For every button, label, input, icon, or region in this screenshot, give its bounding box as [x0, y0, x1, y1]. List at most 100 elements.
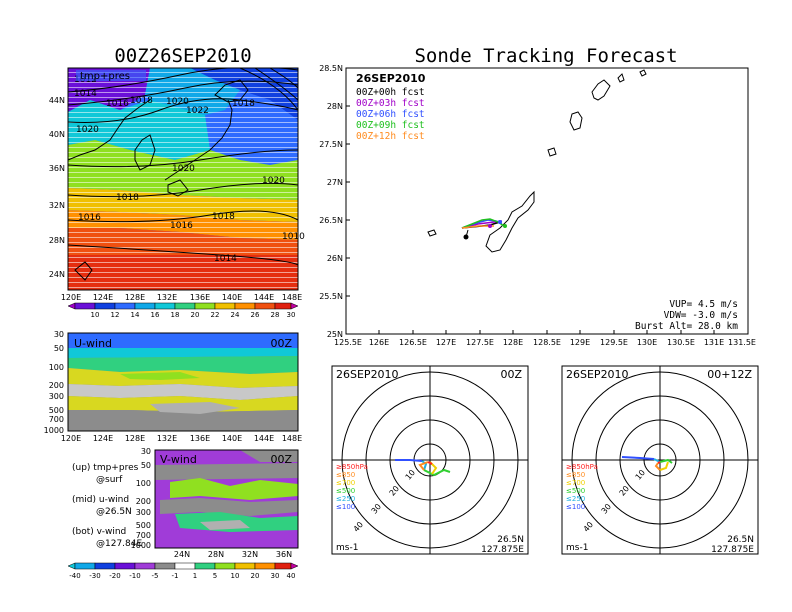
- lat-tick: 40N: [49, 130, 65, 139]
- pressure-tick: 500: [49, 406, 64, 415]
- lat-tick: 36N: [49, 164, 65, 173]
- hodo-lat: 26.5N: [497, 535, 524, 545]
- note-sub: @26.5N: [96, 507, 132, 517]
- isobar-label: 1020: [166, 97, 189, 107]
- colorbar-label: 22: [211, 311, 220, 319]
- hodo-lon: 127.875E: [711, 545, 754, 555]
- pressure-tick: 200: [49, 381, 64, 390]
- note-title: (mid) u-wind: [72, 495, 129, 505]
- lon-tick: 148E: [282, 293, 302, 302]
- lon-tick: 128.5E: [533, 338, 561, 347]
- lat-tick: 32N: [49, 201, 65, 210]
- pressure-legend-item: ≤850: [566, 471, 585, 479]
- forecast-label-09h: 00Z+09h fcst: [356, 120, 425, 131]
- colorbar-label: 18: [171, 311, 180, 319]
- lat-tick: 44N: [49, 96, 65, 105]
- pressure-tick: 100: [136, 479, 151, 488]
- forecast-label-12h: 00Z+12h fcst: [356, 131, 425, 142]
- lon-tick: 140E: [222, 434, 242, 443]
- pressure-tick: 100: [49, 363, 64, 372]
- wind-colorbar: -40 -30 -20 -10 -5 -1 1 5 10 20 30 40: [67, 562, 299, 580]
- lon-tick: 128E: [503, 338, 523, 347]
- pressure-tick: 1000: [131, 541, 151, 550]
- hodo-date: 26SEP2010: [566, 368, 629, 381]
- u-wind-label: U-wind: [74, 337, 112, 350]
- hodograph-00-12z: 26SEP2010 00+12Z 10 20 30 40 ≥850hPa ≤85…: [561, 365, 759, 555]
- lon-tick: 129.5E: [600, 338, 628, 347]
- lon-tick: 124E: [93, 293, 113, 302]
- note-title: (bot) v-wind: [72, 527, 126, 537]
- hodograph-00z: 26SEP2010 00Z 10 20 30 40 ≥850hPa ≤850 ≤…: [331, 365, 529, 555]
- isobar-label: 1018: [232, 99, 255, 109]
- forecast-label-03h: 00Z+03h fcst: [356, 98, 425, 109]
- pressure-tick: 700: [49, 415, 64, 424]
- pressure-legend-item: ≤500: [336, 487, 355, 495]
- forecast-label-06h: 00Z+06h fcst: [356, 109, 425, 120]
- colorbar-label: 1: [193, 572, 197, 580]
- colorbar-label: 40: [287, 572, 296, 580]
- colorbar-label: 24: [231, 311, 240, 319]
- vup-value: VUP= 4.5 m/s: [669, 299, 738, 310]
- lat-tick: 24N: [49, 270, 65, 279]
- lat-tick: 24N: [174, 550, 190, 559]
- isobar-label: 1016: [170, 221, 193, 231]
- pressure-legend-item: ≥850hPa: [336, 463, 368, 471]
- pressure-tick: 200: [136, 497, 151, 506]
- v-wind-panel: V-wind 00Z 30 50 100 200 300 500 700 100…: [131, 447, 299, 559]
- isobar-label: 1018: [116, 193, 139, 203]
- lon-tick: 128E: [125, 293, 145, 302]
- lon-tick: 148E: [282, 434, 302, 443]
- lat-tick: 28.5N: [319, 64, 343, 73]
- lon-tick: 144E: [254, 434, 274, 443]
- pressure-tick: 500: [136, 521, 151, 530]
- pressure-tick: 700: [136, 531, 151, 540]
- pressure-legend-item: ≤250: [566, 495, 585, 503]
- v-wind-time: 00Z: [270, 453, 292, 466]
- lat-tick: 28N: [49, 236, 65, 245]
- pressure-legend-item: ≤700: [336, 479, 355, 487]
- colorbar-label: 20: [191, 311, 200, 319]
- lon-tick: 127.5E: [466, 338, 494, 347]
- colorbar-label: -40: [69, 572, 80, 580]
- isobar-label: 1010: [282, 232, 305, 242]
- pressure-tick: 50: [54, 344, 64, 353]
- colorbar-label: 20: [251, 572, 260, 580]
- isobar-label: 1016: [78, 213, 101, 223]
- lon-tick: 132E: [157, 293, 177, 302]
- lat-tick: 28N: [327, 102, 343, 111]
- temperature-colorbar: 10 12 14 16 18 20 22 24 26 28 30: [67, 302, 299, 319]
- lon-tick: 127E: [436, 338, 456, 347]
- hodo-units: ms-1: [336, 543, 358, 553]
- lon-tick: 136E: [190, 293, 210, 302]
- pressure-legend-item: ≤500: [566, 487, 585, 495]
- isobar-label: 1016: [106, 99, 129, 109]
- pressure-tick: 50: [141, 461, 151, 470]
- colorbar-label: 30: [287, 311, 296, 319]
- isobar-label: 1014: [74, 89, 97, 99]
- lon-tick: 129E: [570, 338, 590, 347]
- isobar-label: 1014: [214, 254, 237, 264]
- isobar-label: 1020: [172, 164, 195, 174]
- u-wind-panel: U-wind 00Z 30 50 100 200 300 500 700 100…: [44, 330, 303, 443]
- colorbar-label: 16: [151, 311, 160, 319]
- lon-tick: 130.5E: [667, 338, 695, 347]
- pressure-legend-item: ≤250: [336, 495, 355, 503]
- vdw-value: VDW= -3.0 m/s: [664, 310, 738, 321]
- lat-tick: 27N: [327, 178, 343, 187]
- lon-tick: 120E: [61, 434, 81, 443]
- pressure-legend-item: ≤100: [566, 503, 585, 511]
- colorbar-label: -30: [89, 572, 100, 580]
- left-title: 00Z26SEP2010: [114, 45, 251, 67]
- lat-tick: 28N: [208, 550, 224, 559]
- lat-tick: 25N: [327, 330, 343, 339]
- pressure-tick: 300: [136, 508, 151, 517]
- colorbar-label: 5: [213, 572, 217, 580]
- lon-tick: 128E: [125, 434, 145, 443]
- lon-tick: 120E: [61, 293, 81, 302]
- colorbar-label: 12: [111, 311, 120, 319]
- isobar-label: 1020: [262, 176, 285, 186]
- isobar-label: 1020: [76, 125, 99, 135]
- lat-tick: 26.5N: [319, 216, 343, 225]
- colorbar-label: 10: [91, 311, 100, 319]
